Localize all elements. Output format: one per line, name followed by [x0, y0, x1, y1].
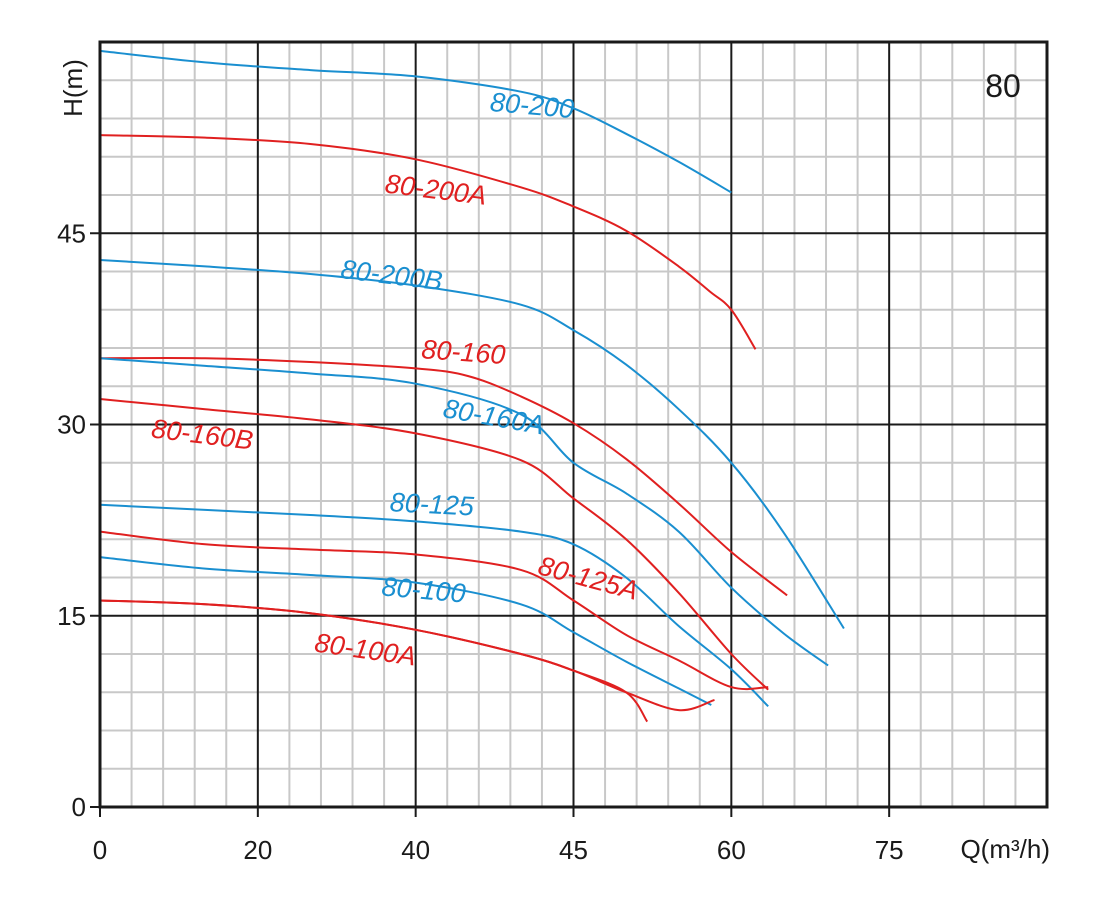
curve-80-200	[99, 49, 732, 194]
pump-curves	[99, 49, 845, 723]
curve-label-80-160: 80-160	[421, 334, 507, 370]
curve-unlabeled	[99, 599, 649, 723]
curve-80-125a	[99, 530, 769, 691]
corner-badge-label: 80	[985, 68, 1021, 104]
curve-labels: 80-20080-200A80-200B80-16080-160A80-160B…	[150, 87, 642, 672]
curve-80-100	[99, 556, 712, 706]
y-tick-label: 45	[57, 218, 86, 248]
y-tick-label: 0	[72, 792, 86, 822]
curve-80-160b	[99, 398, 769, 691]
curve-label-80-200b: 80-200B	[339, 254, 444, 296]
x-tick-label: 60	[717, 835, 746, 865]
major-grid	[100, 42, 1047, 807]
x-tick-label: 40	[401, 835, 430, 865]
curve-label-80-200a: 80-200A	[383, 169, 488, 211]
curve-label-80-100: 80-100	[380, 571, 466, 608]
curve-80-160a	[99, 357, 829, 667]
x-tick-label: 75	[875, 835, 904, 865]
curve-label-80-160b: 80-160B	[150, 413, 255, 455]
x-axis-ticks: 0 20 40 45 60 75	[93, 807, 904, 865]
x-tick-label: 0	[93, 835, 107, 865]
x-tick-label: 45	[559, 835, 588, 865]
x-axis-title: Q(m³/h)	[960, 834, 1050, 864]
curve-label-80-100a: 80-100A	[313, 628, 418, 672]
y-tick-label: 15	[57, 601, 86, 631]
curve-80-125	[99, 503, 769, 708]
x-tick-label: 20	[243, 835, 272, 865]
curve-label-80-125: 80-125	[389, 487, 476, 521]
curve-label-80-200: 80-200	[489, 87, 575, 124]
y-axis-ticks: 0 15 30 45	[57, 218, 100, 822]
y-axis-title: H(m)	[58, 59, 88, 117]
y-tick-label: 30	[57, 410, 86, 440]
curve-80-200b	[99, 259, 845, 630]
curve-label-80-125a: 80-125A	[535, 550, 641, 605]
curve-80-160	[99, 356, 788, 597]
curve-80-200a	[99, 134, 757, 350]
